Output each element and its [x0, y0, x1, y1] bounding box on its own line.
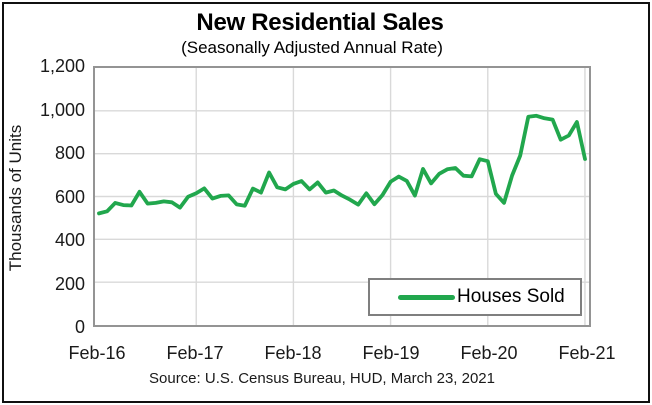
legend: Houses Sold: [368, 278, 582, 316]
y-tick-label: 0: [74, 317, 85, 337]
y-tick-label: 1,000: [39, 100, 85, 120]
y-tick-label: 200: [54, 274, 85, 294]
legend-line-swatch: [398, 294, 455, 300]
x-tick-label: Feb-17: [166, 343, 224, 363]
y-tick-label: 800: [54, 143, 85, 163]
chart-subtitle: (Seasonally Adjusted Annual Rate): [181, 38, 443, 57]
x-tick-label: Feb-16: [68, 343, 126, 363]
x-tick-label: Feb-19: [362, 343, 420, 363]
x-tick-label: Feb-21: [558, 343, 616, 363]
y-tick-label: 600: [54, 187, 85, 207]
chart-title: New Residential Sales: [196, 9, 444, 36]
x-tick-label: Feb-18: [264, 343, 322, 363]
x-tick-label: Feb-20: [460, 343, 518, 363]
y-tick-label: 400: [54, 230, 85, 250]
source-note: Source: U.S. Census Bureau, HUD, March 2…: [149, 370, 495, 387]
legend-label: Houses Sold: [457, 286, 565, 307]
y-tick-label: 1,200: [39, 56, 85, 76]
